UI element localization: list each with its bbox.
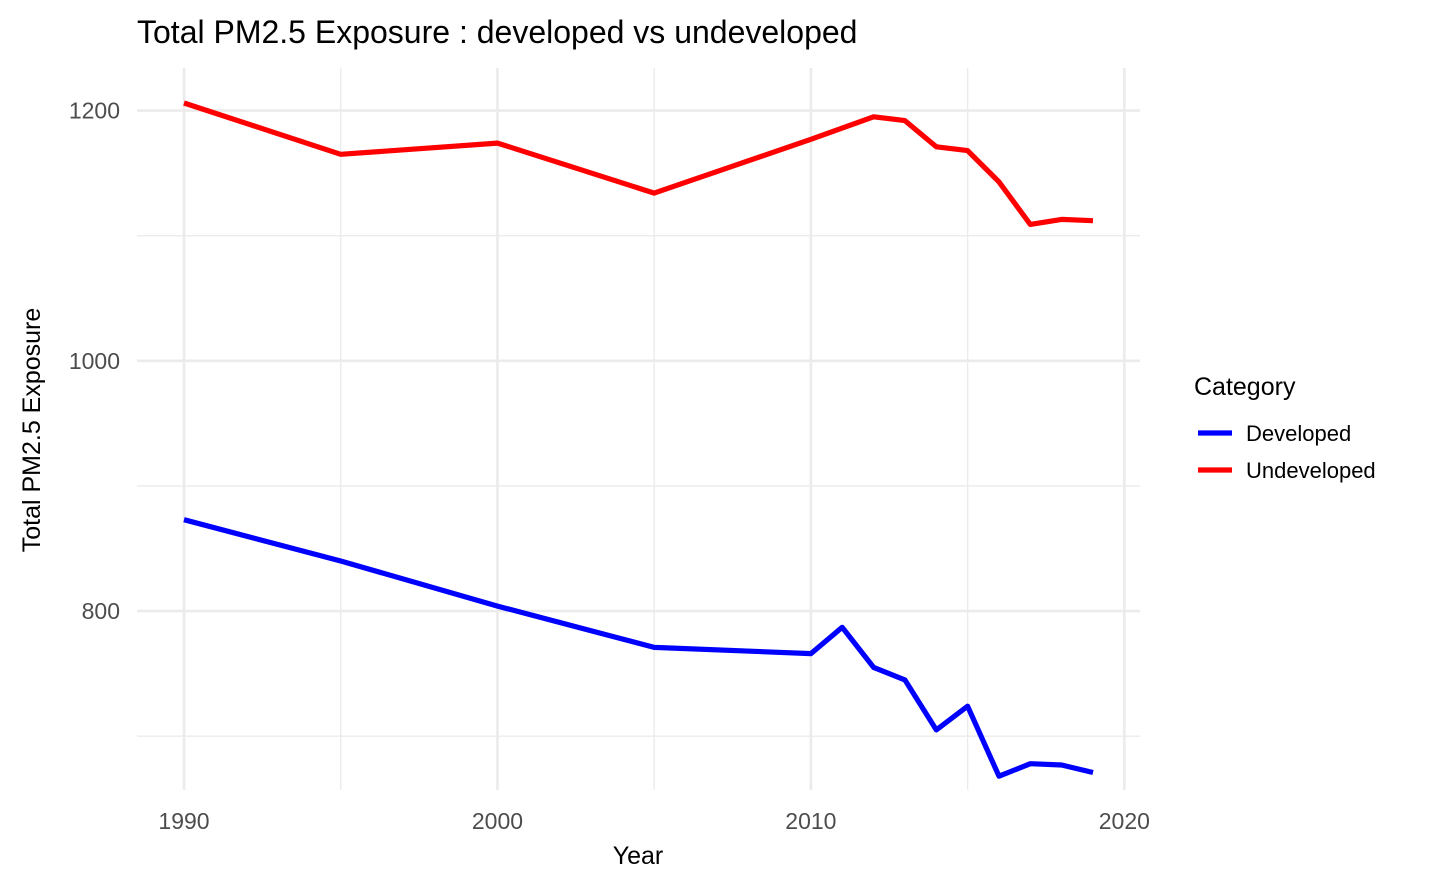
x-tick-label: 1990 [158, 808, 209, 834]
chart-title: Total PM2.5 Exposure : developed vs unde… [137, 14, 857, 50]
grid [137, 68, 1140, 790]
y-tick-labels: 800 1000 1200 [69, 98, 120, 625]
legend-items: Developed Undeveloped [1198, 421, 1376, 483]
y-tick-label: 1000 [69, 348, 120, 374]
x-tick-labels: 1990 2000 2010 2020 [158, 808, 1149, 834]
y-axis-title: Total PM2.5 Exposure [18, 308, 46, 553]
series-line-undeveloped [183, 100, 1094, 227]
legend-label-developed: Developed [1246, 421, 1351, 446]
y-tick-label: 1200 [69, 98, 120, 124]
series-line-developed [183, 517, 1094, 779]
series-layer [183, 100, 1094, 779]
y-tick-label: 800 [82, 598, 120, 624]
x-axis-title: Year [613, 842, 664, 870]
legend-title: Category [1194, 373, 1296, 401]
legend-label-undeveloped: Undeveloped [1246, 458, 1376, 483]
x-tick-label: 2000 [472, 808, 523, 834]
x-tick-label: 2020 [1099, 808, 1150, 834]
x-tick-label: 2010 [785, 808, 836, 834]
legend: Category Developed Undeveloped [1194, 373, 1376, 483]
